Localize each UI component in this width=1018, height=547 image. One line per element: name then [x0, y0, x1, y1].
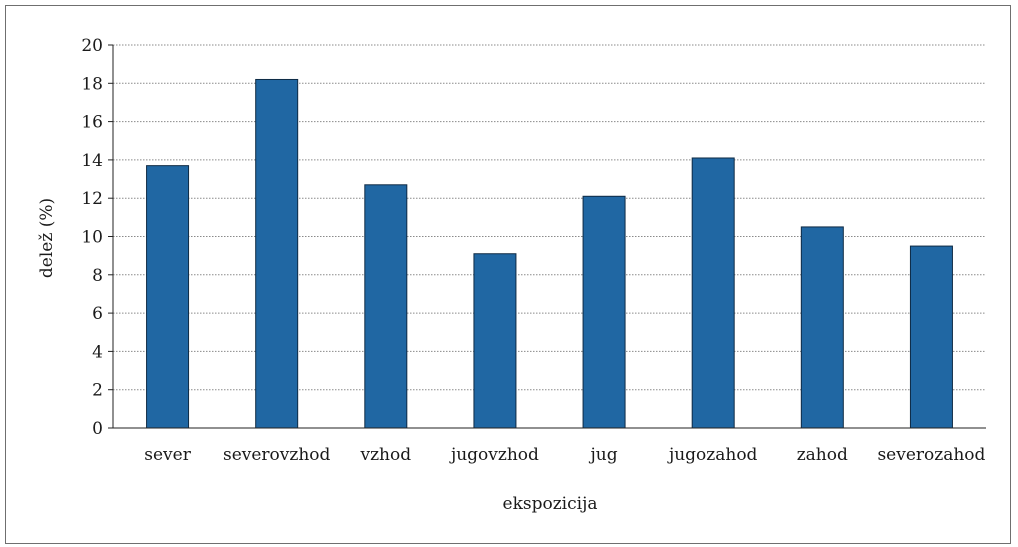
- bars: [146, 78, 953, 429]
- y-tick-label: 0: [92, 419, 103, 439]
- bar-severozahod: [909, 245, 953, 429]
- y-tick-label: 20: [81, 36, 103, 56]
- x-tick-label-zahod: zahod: [797, 445, 848, 465]
- x-tick-labels: sever severovzhod vzhod jugovzhod jug jugozah…: [144, 445, 985, 465]
- x-tick-label-jugovzhod: jugovzhod: [449, 445, 539, 465]
- y-tick-labels: 0 2 4 6 8 10 12 14 16 18 20: [81, 36, 103, 439]
- bar-zahod: [800, 226, 844, 429]
- x-axis-label: ekspozicija: [503, 494, 598, 514]
- x-tick-label-severozahod: severozahod: [877, 445, 985, 465]
- bar-jugozahod: [691, 157, 735, 429]
- x-tick-label-jug: jug: [589, 445, 618, 465]
- x-tick-label-jugozahod: jugozahod: [667, 445, 758, 465]
- y-tick-label: 2: [92, 381, 103, 401]
- x-tick-label-severovzhod: severovzhod: [223, 445, 331, 465]
- y-axis-label: delež (%): [37, 198, 57, 278]
- bar-severovzhod: [255, 78, 299, 429]
- x-tick-label-vzhod: vzhod: [359, 445, 411, 465]
- bar-jugovzhod: [473, 253, 517, 429]
- gridlines: [113, 44, 986, 391]
- y-tick-label: 6: [92, 304, 103, 324]
- y-tick-label: 8: [92, 266, 103, 286]
- y-tick-label: 10: [81, 228, 103, 248]
- x-tick-label-sever: sever: [144, 445, 191, 465]
- y-tick-label: 18: [81, 74, 103, 94]
- bar-vzhod: [364, 184, 408, 429]
- y-tick-label: 16: [81, 113, 103, 133]
- axes: [108, 44, 986, 429]
- y-tick-label: 12: [81, 189, 103, 209]
- y-tick-label: 14: [81, 151, 103, 171]
- y-tick-label: 4: [92, 342, 103, 362]
- bar-jug: [582, 195, 626, 429]
- bar-sever: [146, 165, 190, 429]
